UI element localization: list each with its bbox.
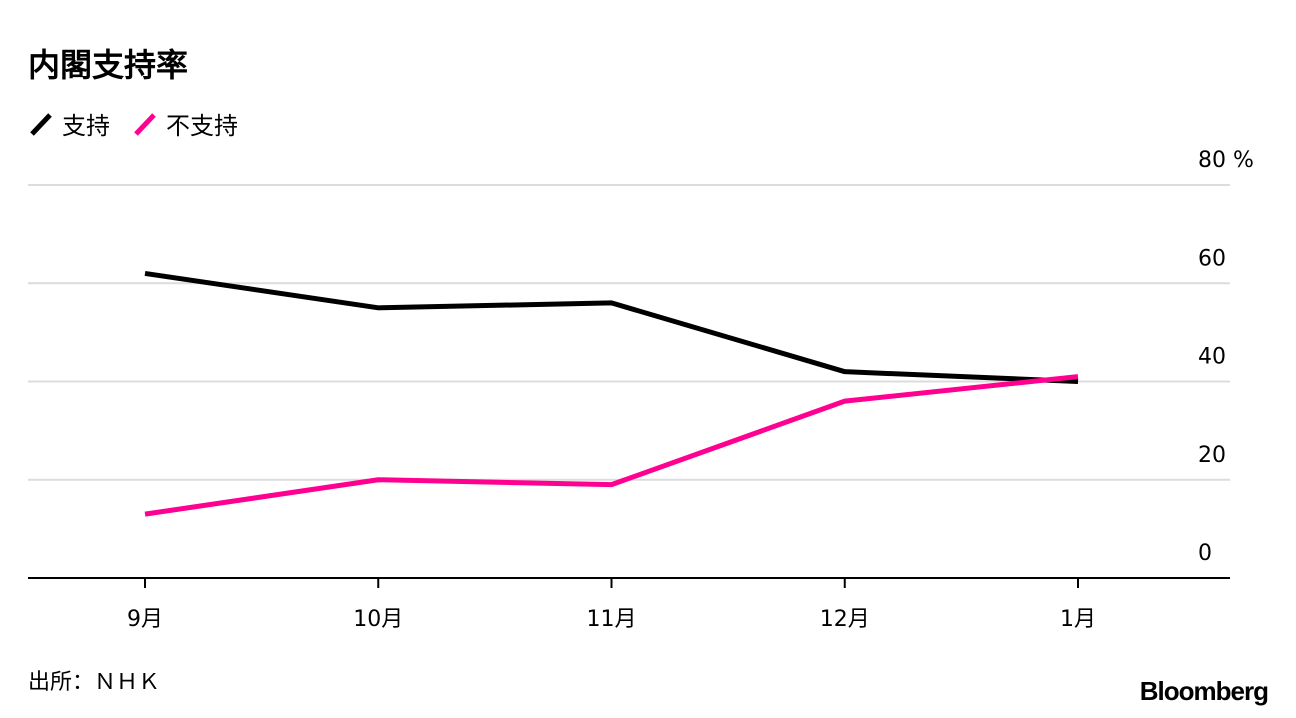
legend-label: 支持: [62, 112, 110, 140]
legend-swatch-support: [30, 112, 52, 136]
y-tick-label: 20: [1198, 443, 1226, 468]
legend-item-oppose: 不支持: [132, 106, 238, 141]
source-note: 出所：ＮＨＫ: [28, 670, 161, 695]
x-tick-label: 12月: [820, 607, 870, 632]
legend: 支持 不支持: [28, 106, 260, 141]
legend-swatch-oppose: [134, 112, 156, 136]
bloomberg-logo: Bloomberg: [1139, 676, 1269, 706]
x-tick-label: 10月: [353, 607, 403, 632]
x-tick-label: 9月: [127, 607, 163, 632]
chart-title: 内閣支持率: [28, 46, 189, 84]
x-tick-label: 11月: [587, 607, 637, 632]
y-tick-label: 80 %: [1198, 148, 1254, 173]
x-tick-label: 1月: [1060, 607, 1096, 632]
y-tick-label: 0: [1198, 541, 1212, 566]
legend-item-support: 支持: [28, 106, 110, 141]
series-line-0: [144, 270, 1079, 384]
y-tick-label: 60: [1198, 246, 1226, 271]
legend-label: 不支持: [166, 112, 238, 140]
y-tick-label: 40: [1198, 345, 1226, 370]
series-line-1: [144, 374, 1079, 517]
